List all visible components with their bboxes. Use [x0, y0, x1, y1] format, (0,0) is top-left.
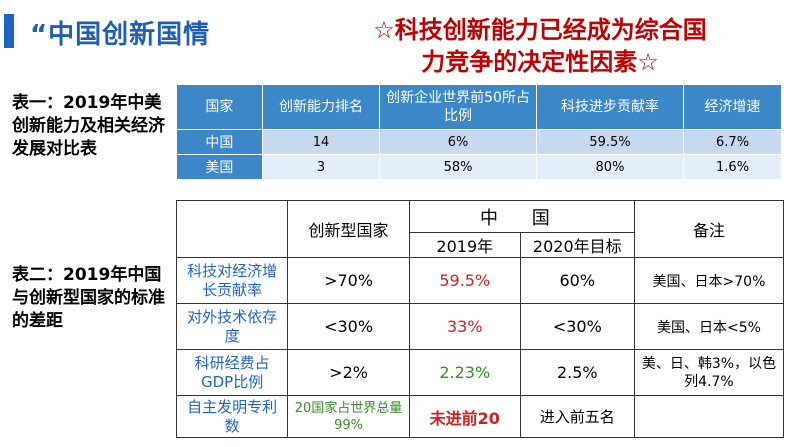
table-cell: 59.5%	[535, 129, 685, 155]
row-header: 科研经费占GDP比例	[175, 349, 289, 396]
table-cell: 进入前五名	[519, 395, 635, 438]
col-header: 创新能力排名	[261, 84, 381, 130]
slide-headline: ☆科技创新能力已经成为综合国 力竞争的决定性因素☆	[340, 14, 740, 78]
us-china-comparison-table: 国家 创新能力排名 创新企业世界前50所占比例 科技进步贡献率 经济增速 中国 …	[176, 84, 782, 180]
table-cell: 2.23%	[408, 349, 521, 396]
col-header: 国家	[176, 84, 263, 130]
note-cell: 美、日、韩3%，以色列4.7%	[633, 349, 785, 396]
table-cell: 58%	[379, 154, 537, 180]
table-cell: <30%	[287, 303, 410, 350]
col-header-notes: 备注	[633, 200, 785, 258]
table-cell: 80%	[535, 154, 685, 180]
col-header-innovative: 创新型国家	[287, 200, 410, 258]
table-cell: 2.5%	[519, 349, 635, 396]
headline-line-2: 力竞争的决定性因素☆	[421, 48, 659, 76]
table-cell: 1.6%	[683, 154, 782, 180]
table-row: 美国 3 58% 80% 1.6%	[176, 154, 782, 180]
country-cell: 中国	[176, 129, 263, 155]
table-row: 对外技术依存度 <30% 33% <30% 美国、日本<5%	[175, 303, 785, 350]
table-cell: 6.7%	[683, 129, 782, 155]
table-cell: 20国家占世界总量99%	[287, 395, 410, 438]
table-cell: 6%	[379, 129, 537, 155]
row-header: 对外技术依存度	[175, 303, 289, 350]
note-cell: 美国、日本>70%	[633, 257, 785, 304]
table-cell: >2%	[287, 349, 410, 396]
table-row: 自主发明专利数 20国家占世界总量99% 未进前20 进入前五名	[175, 395, 785, 438]
row-header: 科技对经济增长贡献率	[175, 257, 289, 304]
table-row: 科研经费占GDP比例 >2% 2.23% 2.5% 美、日、韩3%，以色列4.7…	[175, 349, 785, 396]
table-row: 科技对经济增长贡献率 >70% 59.5% 60% 美国、日本>70%	[175, 257, 785, 304]
note-cell: 美国、日本<5%	[633, 303, 785, 350]
page-title: “中国创新国情	[30, 20, 211, 50]
headline-line-1: ☆科技创新能力已经成为综合国	[373, 16, 707, 44]
table-cell: 33%	[408, 303, 521, 350]
col-header: 经济增速	[683, 84, 782, 130]
note-cell	[633, 395, 785, 438]
table-cell: 未进前20	[408, 395, 521, 438]
table-cell: >70%	[287, 257, 410, 304]
innovation-gap-table: 创新型国家 中 国 备注 2019年 2020年目标 科技对经济增长贡献率 >7…	[175, 200, 785, 438]
table2-label: 表二：2019年中国与创新型国家的标准的差距	[12, 265, 165, 331]
col-header-china: 中 国	[408, 200, 635, 233]
blank-header	[175, 200, 289, 258]
accent-bar	[4, 14, 14, 48]
col-header-2020: 2020年目标	[519, 232, 635, 258]
country-cell: 美国	[176, 154, 263, 180]
table-row: 中国 14 6% 59.5% 6.7%	[176, 129, 782, 155]
row-header: 自主发明专利数	[175, 395, 289, 438]
table-cell: 14	[261, 129, 381, 155]
table-cell: <30%	[519, 303, 635, 350]
table-cell: 3	[261, 154, 381, 180]
table1-label: 表一：2019年中美创新能力及相关经济发展对比表	[12, 93, 165, 159]
table-cell: 59.5%	[408, 257, 521, 304]
col-header: 创新企业世界前50所占比例	[379, 84, 537, 130]
table-cell: 60%	[519, 257, 635, 304]
col-header: 科技进步贡献率	[535, 84, 685, 130]
col-header-2019: 2019年	[408, 232, 521, 258]
